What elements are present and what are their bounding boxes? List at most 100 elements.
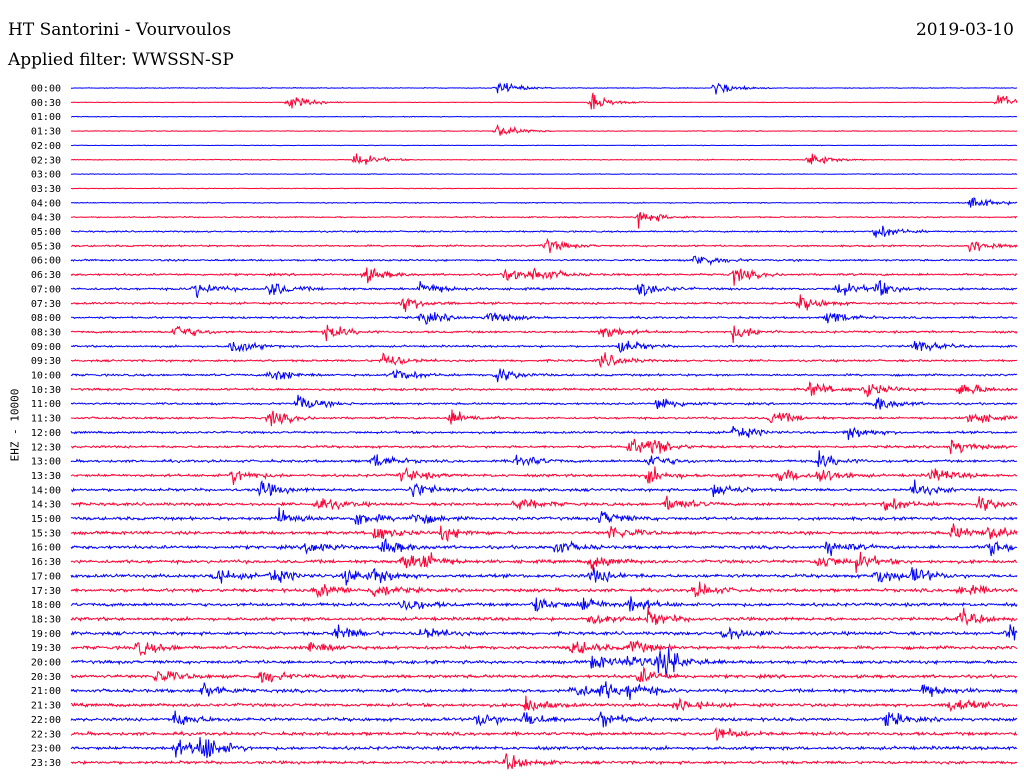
trace-row-1800 xyxy=(70,596,1018,612)
time-label-1000: 10:00 xyxy=(31,371,61,382)
time-label-1630: 16:30 xyxy=(31,557,61,568)
time-label-2000: 20:00 xyxy=(31,658,61,669)
trace-row-1300 xyxy=(70,450,1018,468)
filter-label: Applied filter: WWSSN-SP xyxy=(8,50,234,70)
time-label-2230: 22:30 xyxy=(31,729,61,740)
time-label-1100: 11:00 xyxy=(31,399,61,410)
trace-row-1400 xyxy=(70,479,1018,498)
trace-row-0330 xyxy=(70,187,1017,190)
trace-row-1830 xyxy=(70,606,1018,627)
time-label-1030: 10:30 xyxy=(31,385,61,396)
time-label-2100: 21:00 xyxy=(31,686,61,697)
trace-row-1500 xyxy=(70,507,1018,525)
trace-row-1130 xyxy=(70,409,1018,427)
time-label-1800: 18:00 xyxy=(31,600,61,611)
trace-row-0930 xyxy=(70,352,1017,369)
time-label-0330: 03:30 xyxy=(31,184,61,195)
time-label-1830: 18:30 xyxy=(31,614,61,625)
trace-row-0030 xyxy=(70,92,1018,110)
time-label-0100: 01:00 xyxy=(31,112,61,123)
trace-row-2000 xyxy=(70,647,1018,678)
time-label-1130: 11:30 xyxy=(31,414,61,425)
trace-row-1000 xyxy=(70,368,1018,383)
time-label-1500: 15:00 xyxy=(31,514,61,525)
time-label-1200: 12:00 xyxy=(31,428,61,439)
trace-row-2130 xyxy=(70,695,1018,713)
trace-row-0200 xyxy=(70,144,1018,147)
trace-row-0630 xyxy=(70,267,1018,286)
time-label-1530: 15:30 xyxy=(31,528,61,539)
trace-row-0000 xyxy=(70,82,1017,95)
time-label-0030: 00:30 xyxy=(31,98,61,109)
time-label-0130: 01:30 xyxy=(31,127,61,138)
time-label-1600: 16:00 xyxy=(31,543,61,554)
trace-row-1900 xyxy=(70,624,1018,641)
time-label-1400: 14:00 xyxy=(31,485,61,496)
time-label-0800: 08:00 xyxy=(31,313,61,324)
time-label-0900: 09:00 xyxy=(31,342,61,353)
date-label: 2019-03-10 xyxy=(915,20,1014,40)
time-label-0200: 02:00 xyxy=(31,141,61,152)
time-label-0230: 02:30 xyxy=(31,155,61,166)
time-label-1230: 12:30 xyxy=(31,442,61,453)
time-label-0730: 07:30 xyxy=(31,299,61,310)
time-label-0600: 06:00 xyxy=(31,256,61,267)
time-label-1900: 19:00 xyxy=(31,629,61,640)
trace-row-2100 xyxy=(70,681,1018,701)
trace-row-1930 xyxy=(71,639,1018,657)
time-label-0430: 04:30 xyxy=(31,213,61,224)
trace-row-0600 xyxy=(70,255,1018,267)
trace-row-2200 xyxy=(70,710,1018,728)
trace-row-0530 xyxy=(71,237,1018,254)
trace-row-0900 xyxy=(70,340,1018,354)
trace-row-1330 xyxy=(70,466,1018,486)
trace-row-0430 xyxy=(70,212,1018,229)
trace-row-2030 xyxy=(70,665,1018,684)
time-label-2130: 21:30 xyxy=(31,701,61,712)
trace-row-0700 xyxy=(70,279,1018,298)
trace-row-1230 xyxy=(71,438,1018,455)
trace-row-1030 xyxy=(70,381,1018,398)
time-label-2330: 23:30 xyxy=(31,758,61,769)
trace-row-0400 xyxy=(70,197,1018,208)
trace-row-1430 xyxy=(71,495,1018,511)
time-label-1930: 19:30 xyxy=(31,643,61,654)
trace-row-0500 xyxy=(70,225,1018,238)
time-label-0700: 07:00 xyxy=(31,284,61,295)
time-label-2030: 20:30 xyxy=(31,672,61,683)
time-label-0930: 09:30 xyxy=(31,356,61,367)
time-label-1700: 17:00 xyxy=(31,571,61,582)
time-label-1330: 13:30 xyxy=(31,471,61,482)
time-labels-group: 00:00 00:30 01:00 01:30 02:00 02:30 03:00 03:30… xyxy=(31,84,61,769)
trace-row-1730 xyxy=(70,581,1018,599)
trace-row-0130 xyxy=(70,123,1018,136)
time-label-0630: 06:30 xyxy=(31,270,61,281)
trace-row-0300 xyxy=(70,173,1018,176)
trace-row-1630 xyxy=(70,551,1017,574)
time-label-0530: 05:30 xyxy=(31,241,61,252)
trace-row-2300 xyxy=(70,737,1018,759)
time-label-0830: 08:30 xyxy=(31,327,61,338)
trace-row-0730 xyxy=(70,294,1018,313)
trace-row-0100 xyxy=(70,115,1018,118)
trace-row-2230 xyxy=(70,726,1018,741)
time-label-0500: 05:00 xyxy=(31,227,61,238)
time-label-0300: 03:00 xyxy=(31,170,61,181)
traces-group xyxy=(70,82,1018,770)
trace-row-0230 xyxy=(70,153,1018,165)
trace-row-1530 xyxy=(70,523,1018,543)
time-label-1730: 17:30 xyxy=(31,586,61,597)
time-label-1430: 14:30 xyxy=(31,500,61,511)
trace-row-1100 xyxy=(70,394,1018,410)
trace-row-0800 xyxy=(70,311,1018,325)
time-label-0000: 00:00 xyxy=(31,84,61,95)
time-label-2200: 22:00 xyxy=(31,715,61,726)
trace-row-1700 xyxy=(70,567,1018,586)
trace-row-2330 xyxy=(70,753,1018,770)
time-label-0400: 04:00 xyxy=(31,198,61,209)
time-label-2300: 23:00 xyxy=(31,744,61,755)
trace-row-1600 xyxy=(70,538,1018,557)
trace-row-1200 xyxy=(70,425,1018,441)
station-title: HT Santorini - Vourvoulos xyxy=(8,20,232,40)
